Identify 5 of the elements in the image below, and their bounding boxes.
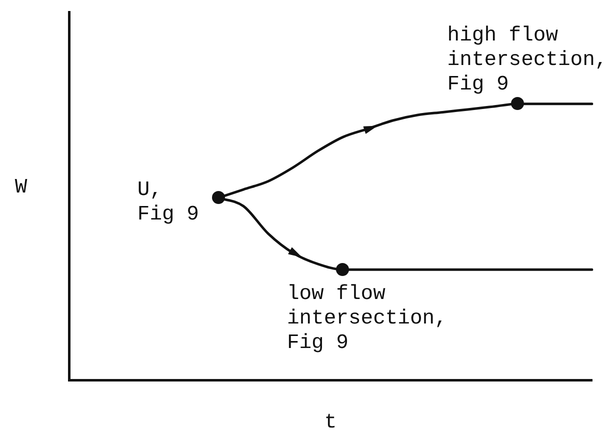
annotation: U, Fig 9 [137, 179, 199, 227]
annotation: low flow intersection, Fig 9 [286, 282, 447, 355]
x-axis-title: t [324, 411, 337, 431]
y-axis-title: W [14, 176, 28, 200]
text: high flow intersection, Fig 9 [447, 24, 604, 96]
